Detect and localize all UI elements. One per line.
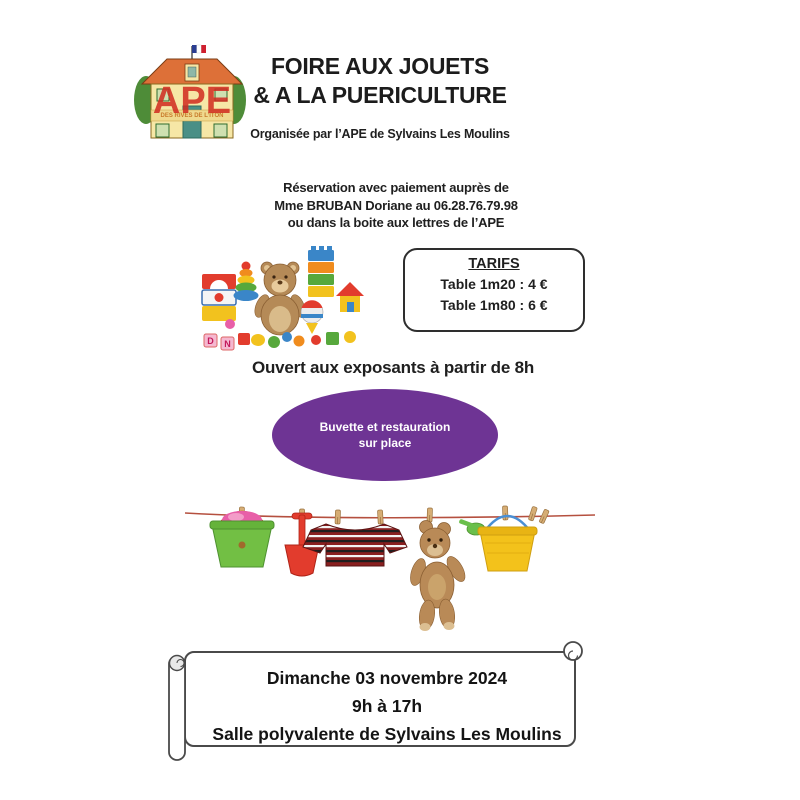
- reservation-info: Réservation avec paiement auprès de Mme …: [246, 179, 546, 232]
- letter-block-n: N: [224, 339, 231, 349]
- toy-house-block: [336, 282, 364, 312]
- toys-pile-image: D N: [201, 246, 364, 351]
- clothespins: [238, 505, 550, 525]
- letter-block-d: D: [207, 336, 214, 346]
- reservation-line-3: ou dans la boite aux lettres de l’APE: [287, 215, 505, 230]
- brick-tower: [308, 246, 334, 297]
- event-hours: 9h à 17h: [351, 696, 423, 716]
- exposants-opening-line: Ouvert aux exposants à partir de 8h: [251, 358, 535, 377]
- teddy-bear-illustration: [254, 261, 306, 336]
- house-roof: [140, 58, 244, 85]
- title-line-2: & A LA PUERICULTURE: [253, 82, 507, 108]
- scattered-blocks: D N: [203, 319, 356, 351]
- tarifs-row-1: Table 1m20 : 4 €: [440, 276, 548, 292]
- buvette-ellipse: Buvette et restauration sur place: [272, 389, 498, 481]
- logo-ape-letters: APE: [153, 80, 231, 122]
- event-location: Salle polyvalente de Sylvains Les Moulin…: [212, 724, 562, 744]
- title-line-1: FOIRE AUX JOUETS: [271, 53, 489, 79]
- stacking-rings-toy: [233, 261, 259, 301]
- reservation-line-1: Réservation avec paiement auprès de: [283, 180, 509, 195]
- tarifs-title: TARIFS: [468, 256, 520, 272]
- green-bucket: [209, 510, 275, 568]
- organizer-subtitle: Organisée par l’APE de Sylvains Les Moul…: [250, 127, 510, 141]
- ape-school-logo: DES RIVES DE L’ITON APE: [134, 44, 246, 139]
- event-date: Dimanche 03 novembre 2024: [266, 668, 508, 688]
- house-wall: [150, 83, 234, 139]
- clothesline-image: [185, 505, 595, 631]
- buvette-line-1: Buvette et restauration: [319, 420, 451, 434]
- arch-blocks-tower: [201, 274, 237, 321]
- logo-banner-text: DES RIVES DE L’ITON: [161, 113, 224, 119]
- scroll-banner-graphic: [168, 641, 583, 761]
- red-spade-toy: [284, 512, 320, 577]
- tarifs-row-2: Table 1m80 : 6 €: [440, 297, 548, 313]
- event-details: Dimanche 03 novembre 2024 9h à 17h Salle…: [200, 664, 574, 748]
- french-flag-icon: [191, 44, 206, 60]
- reservation-line-2: Mme BRUBAN Doriane au 06.28.76.79.98: [274, 197, 518, 213]
- hanging-teddy-bear: [410, 520, 466, 631]
- buvette-line-2: sur place: [358, 436, 412, 450]
- spinning-top-toy: [300, 300, 324, 334]
- page-title: FOIRE AUX JOUETS & A LA PUERICULTURE: [228, 52, 532, 110]
- yellow-bucket: [459, 514, 538, 572]
- tarifs-box: TARIFS Table 1m20 : 4 € Table 1m80 : 6 €: [403, 248, 585, 332]
